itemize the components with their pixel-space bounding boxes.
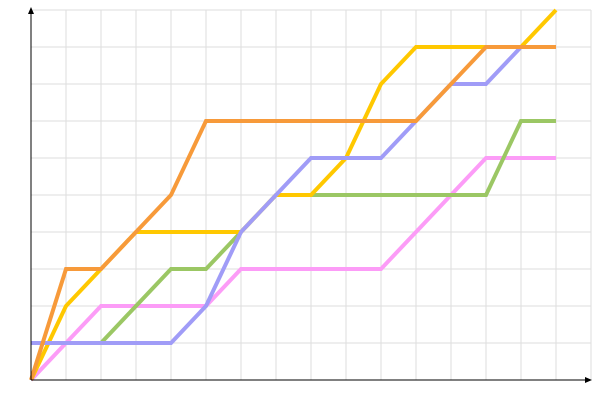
axes	[28, 7, 592, 383]
series-line	[29, 156, 556, 382]
series-line	[29, 45, 556, 381]
x-axis-arrow	[585, 377, 592, 383]
y-axis-arrow	[28, 7, 34, 14]
series-line	[31, 45, 556, 345]
lines	[29, 8, 558, 382]
